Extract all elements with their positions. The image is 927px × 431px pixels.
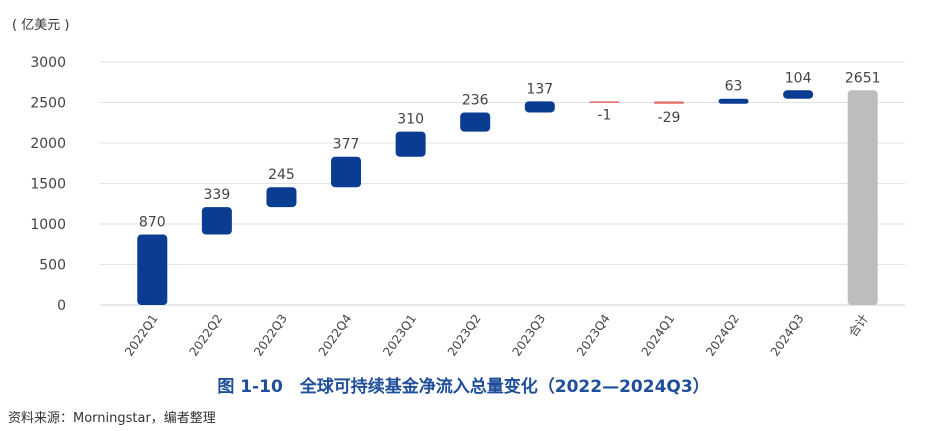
source-note: 资料来源：Morningstar，编者整理 (8, 411, 216, 426)
x-tick-label: 合计 (845, 311, 871, 339)
data-label: -1 (597, 107, 611, 123)
data-label: 2651 (845, 70, 881, 86)
bar-increase (460, 112, 491, 132)
x-tick-label: 2023Q2 (445, 312, 484, 359)
bar-increase (266, 187, 297, 208)
x-tick-label: 2023Q1 (380, 312, 419, 359)
data-label: 104 (785, 70, 812, 86)
bar-decrease (653, 101, 684, 104)
data-label: 63 (725, 79, 743, 95)
y-tick-label: 1500 (30, 177, 66, 193)
data-label: 245 (268, 167, 295, 183)
x-tick-label: 2024Q2 (703, 312, 742, 359)
data-label: 137 (526, 81, 553, 97)
y-tick-label: 1000 (30, 217, 66, 233)
bar-increase (395, 131, 426, 157)
y-tick-label: 0 (57, 298, 66, 314)
x-tick-label: 2024Q3 (768, 312, 807, 359)
y-tick-label: 3000 (30, 55, 66, 71)
x-tick-label: 2024Q1 (639, 312, 678, 359)
bar-increase (783, 90, 814, 99)
bar-decrease (589, 101, 620, 103)
data-label: 377 (333, 137, 360, 153)
bar-increase (137, 234, 168, 305)
figure-caption: 图 1-10 全球可持续基金净流入总量变化（2022—2024Q3） (217, 377, 710, 397)
data-label: 339 (204, 187, 231, 203)
bar-total (847, 90, 878, 305)
x-tick-label: 2022Q2 (187, 312, 226, 359)
x-tick-label: 2022Q1 (122, 312, 161, 359)
bar-increase (718, 98, 749, 104)
y-tick-label: 500 (39, 258, 66, 274)
data-label: 310 (397, 112, 424, 128)
bar-increase (201, 207, 232, 235)
y-axis-unit-label: ( 亿美元 ) (12, 18, 70, 33)
waterfall-chart: 0 500 1000 1500 2000 2500 3000 870 2022Q1 339 2022… (30, 55, 905, 359)
x-tick-label: 2023Q4 (574, 312, 613, 359)
y-tick-label: 2500 (30, 96, 66, 112)
x-tick-label: 2022Q4 (316, 312, 355, 359)
data-label: 870 (139, 215, 166, 231)
y-tick-label: 2000 (30, 136, 66, 152)
x-tick-label: 2022Q3 (251, 312, 290, 359)
data-label: 236 (462, 92, 489, 108)
data-label: -29 (658, 110, 681, 126)
x-tick-label: 2023Q3 (509, 312, 548, 359)
bar-increase (524, 101, 555, 113)
bar-increase (331, 156, 362, 188)
